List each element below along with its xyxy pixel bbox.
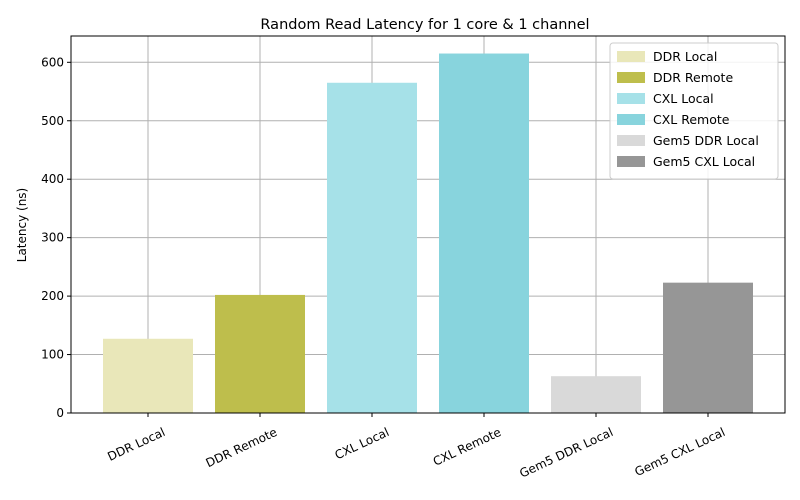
bar: [551, 376, 641, 413]
legend-label: Gem5 CXL Local: [653, 154, 755, 169]
bars-group: [103, 53, 753, 414]
legend-label: DDR Remote: [653, 70, 733, 85]
legend-label: CXL Remote: [653, 112, 730, 127]
x-tick-label: CXL Remote: [431, 425, 503, 469]
x-axis-ticks: DDR Local DDR Remote CXL Local CXL Remote Ge…: [105, 413, 727, 481]
legend-label: CXL Local: [653, 91, 714, 106]
legend-label: DDR Local: [653, 49, 717, 64]
x-tick-label: CXL Local: [333, 425, 392, 462]
bar: [103, 338, 193, 413]
legend-swatch: [617, 93, 645, 104]
legend-swatch: [617, 156, 645, 167]
y-axis-ticks: 0 100 200 300 400 500 600: [41, 55, 71, 420]
bar: [215, 294, 305, 413]
legend-swatch: [617, 72, 645, 83]
y-tick-label: 600: [41, 55, 64, 69]
legend-swatch: [617, 51, 645, 62]
plot-frame: [70, 35, 786, 414]
y-tick-label: 0: [56, 406, 64, 420]
y-tick-label: 500: [41, 114, 64, 128]
legend-swatch: [617, 114, 645, 125]
legend-swatch: [617, 135, 645, 146]
x-tick-label: DDR Local: [105, 425, 167, 464]
chart-title: Random Read Latency for 1 core & 1 chann…: [260, 17, 589, 33]
y-tick-label: 100: [41, 348, 64, 362]
x-tick-label: Gem5 DDR Local: [517, 425, 615, 481]
legend: DDR Local DDR Remote CXL Local CXL Remote Ge…: [609, 42, 779, 180]
x-tick-label: Gem5 CXL Local: [633, 425, 728, 479]
bar: [439, 53, 529, 414]
y-tick-label: 400: [41, 172, 64, 186]
y-axis-label: Latency (ns): [15, 188, 29, 262]
y-tick-label: 300: [41, 231, 64, 245]
x-tick-label: DDR Remote: [204, 425, 280, 470]
y-tick-label: 200: [41, 289, 64, 303]
bar: [663, 282, 753, 413]
legend-box: [609, 42, 779, 180]
bar: [327, 82, 417, 413]
legend-label: Gem5 DDR Local: [653, 133, 759, 148]
